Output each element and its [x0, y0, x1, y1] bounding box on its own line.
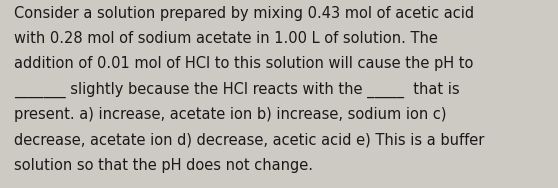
Text: with 0.28 mol of sodium acetate in 1.00 L of solution. The: with 0.28 mol of sodium acetate in 1.00 …: [14, 31, 438, 46]
Text: _______ slightly because the HCl reacts with the _____  that is: _______ slightly because the HCl reacts …: [14, 82, 460, 98]
Text: present. a) increase, acetate ion b) increase, sodium ion c): present. a) increase, acetate ion b) inc…: [14, 107, 446, 122]
Text: addition of 0.01 mol of HCl to this solution will cause the pH to: addition of 0.01 mol of HCl to this solu…: [14, 56, 473, 71]
Text: decrease, acetate ion d) decrease, acetic acid e) This is a buffer: decrease, acetate ion d) decrease, aceti…: [14, 133, 484, 148]
Text: Consider a solution prepared by mixing 0.43 mol of acetic acid: Consider a solution prepared by mixing 0…: [14, 6, 474, 21]
Text: solution so that the pH does not change.: solution so that the pH does not change.: [14, 158, 313, 173]
